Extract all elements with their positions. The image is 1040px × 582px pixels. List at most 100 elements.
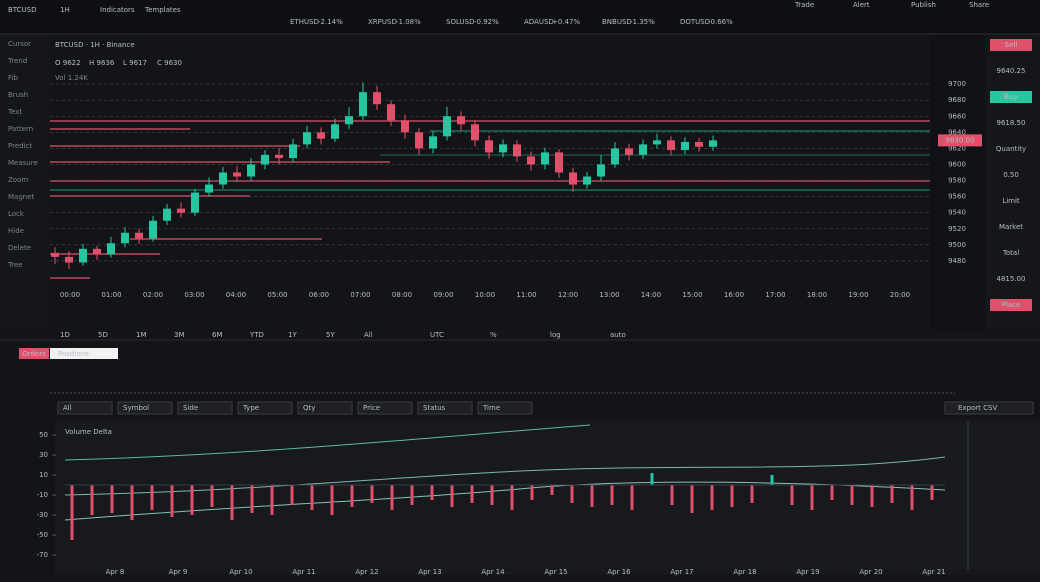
export-button[interactable]: Export CSV <box>958 404 997 412</box>
tool[interactable]: Predict <box>8 142 32 150</box>
volume-bar <box>170 485 174 517</box>
tab-box[interactable] <box>50 348 118 359</box>
filter-box[interactable] <box>57 401 113 415</box>
filter-box[interactable] <box>477 401 533 415</box>
order-item[interactable]: Buy <box>1004 93 1017 101</box>
time-label: 02:00 <box>143 291 163 299</box>
range-button[interactable]: 5Y <box>326 331 335 339</box>
order-item[interactable]: Sell <box>1005 41 1018 49</box>
ticker-name[interactable]: ADAUSD <box>524 18 554 26</box>
ticker-name[interactable]: ETHUSD <box>290 18 319 26</box>
volume-bar <box>270 485 274 515</box>
tool[interactable]: Pattern <box>8 125 33 133</box>
filter-box[interactable] <box>417 401 473 415</box>
tool[interactable]: Hide <box>8 227 24 235</box>
order-item[interactable]: Place <box>1002 301 1021 309</box>
filter-label[interactable]: Symbol <box>123 404 149 412</box>
ticker-name[interactable]: BNBUSD <box>602 18 632 26</box>
filter-label[interactable]: Price <box>363 404 380 412</box>
range-button[interactable]: 1M <box>136 331 147 339</box>
filter-label[interactable]: Status <box>423 404 446 412</box>
tool[interactable]: Magnet <box>8 193 35 201</box>
top-action[interactable]: Publish <box>911 1 936 9</box>
volume-bar <box>650 473 654 485</box>
time-label: 05:00 <box>267 291 287 299</box>
interval[interactable]: 1H <box>60 6 70 14</box>
date-label: Apr 20 <box>859 568 882 576</box>
date-label: Apr 8 <box>106 568 125 576</box>
time-label: 20:00 <box>890 291 910 299</box>
top-action[interactable]: Trade <box>794 1 814 9</box>
menu-item[interactable]: Templates <box>144 6 181 14</box>
time-label: 19:00 <box>848 291 868 299</box>
filter-label[interactable]: Type <box>242 404 259 412</box>
top-action[interactable]: Alert <box>853 1 870 9</box>
order-button[interactable] <box>990 299 1032 311</box>
candle-body <box>541 152 549 165</box>
status-item[interactable]: % <box>490 331 497 339</box>
status-item[interactable]: auto <box>610 331 626 339</box>
volume-bar <box>850 485 854 505</box>
range-button[interactable]: 3M <box>174 331 185 339</box>
time-label: 01:00 <box>101 291 121 299</box>
filter-box[interactable] <box>297 401 353 415</box>
ticker-name[interactable]: XRPUSD <box>368 18 397 26</box>
tool[interactable]: Lock <box>8 210 25 218</box>
range-button[interactable]: YTD <box>249 331 264 339</box>
filter-label[interactable]: Qty <box>303 404 315 412</box>
range-button[interactable]: 1D <box>60 331 70 339</box>
candle-body <box>135 232 143 239</box>
price-label: 9660 <box>948 112 966 120</box>
candle-body <box>317 132 325 139</box>
volume-bar <box>490 485 494 505</box>
tab[interactable]: Orders <box>22 350 46 358</box>
top-action[interactable]: Share <box>969 1 989 9</box>
candle-body <box>107 243 115 255</box>
tab-active[interactable] <box>19 348 49 359</box>
volume-bar <box>690 485 694 513</box>
menu-item[interactable]: Indicators <box>100 6 135 14</box>
candle-body <box>583 176 591 185</box>
ticker-name[interactable]: DOTUSD <box>680 18 710 26</box>
candle-body <box>401 120 409 133</box>
tool[interactable]: Fib <box>8 74 18 82</box>
order-button[interactable] <box>990 39 1032 51</box>
range-button[interactable]: 6M <box>212 331 223 339</box>
symbol[interactable]: BTCUSD <box>8 6 37 14</box>
tab[interactable]: Positions <box>58 350 89 358</box>
filter-box[interactable] <box>237 401 293 415</box>
order-item: Quantity <box>996 145 1026 153</box>
range-button[interactable]: All <box>364 331 373 339</box>
tool[interactable]: Trend <box>7 57 27 65</box>
range-button[interactable]: 5D <box>98 331 108 339</box>
candle-body <box>695 141 703 147</box>
order-button[interactable] <box>990 91 1032 103</box>
filter-label[interactable]: Time <box>482 404 500 412</box>
candle-body <box>709 140 717 147</box>
tool[interactable]: Measure <box>8 159 38 167</box>
range-button[interactable]: 1Y <box>288 331 297 339</box>
filter-box[interactable] <box>117 401 173 415</box>
ticker-name[interactable]: SOLUSD <box>446 18 474 26</box>
status-item[interactable]: log <box>550 331 561 339</box>
tool[interactable]: Cursor <box>8 40 31 48</box>
order-item: 9618.50 <box>997 119 1026 127</box>
tool[interactable]: Delete <box>8 244 31 252</box>
status-item[interactable]: UTC <box>430 331 444 339</box>
filter-box[interactable] <box>357 401 413 415</box>
candle-body <box>625 148 633 155</box>
volume-tick-label: 50 <box>39 431 48 439</box>
time-label: 10:00 <box>475 291 495 299</box>
filter-label[interactable]: Side <box>183 404 198 412</box>
tool[interactable]: Text <box>7 108 22 116</box>
export-box[interactable] <box>944 401 1034 415</box>
filter-box[interactable] <box>177 401 233 415</box>
tool[interactable]: Zoom <box>8 176 28 184</box>
tool[interactable]: Brush <box>8 91 28 99</box>
filter-label[interactable]: All <box>63 404 72 412</box>
volume-bar <box>470 485 474 503</box>
candle-body <box>457 116 465 125</box>
tool[interactable]: Tree <box>7 261 23 269</box>
